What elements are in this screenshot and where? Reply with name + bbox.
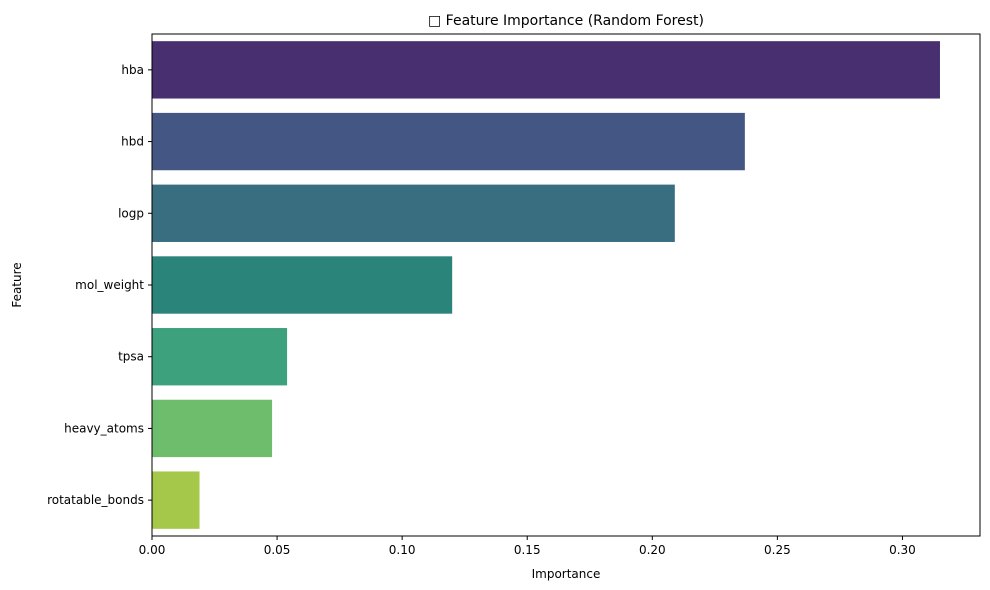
bar-heavy-atoms bbox=[152, 399, 273, 458]
x-tick-label: 0.25 bbox=[764, 543, 791, 557]
bar-hba bbox=[152, 41, 940, 99]
x-axis-ticks: 0.00 0.05 0.10 0.15 0.20 0.25 0.30 bbox=[139, 536, 916, 557]
bar-mol-weight bbox=[152, 256, 453, 314]
bar-logp bbox=[152, 184, 675, 242]
y-tick-label: rotatable_bonds bbox=[47, 493, 144, 507]
x-tick-label: 0.10 bbox=[389, 543, 416, 557]
plot-frame bbox=[151, 33, 981, 537]
bars-group bbox=[152, 41, 940, 529]
y-tick-label: logp bbox=[118, 206, 144, 220]
y-tick-label: mol_weight bbox=[75, 278, 144, 292]
y-tick-label: tpsa bbox=[118, 350, 144, 364]
bar-rotatable-bonds bbox=[152, 471, 200, 529]
x-tick-label: 0.15 bbox=[514, 543, 541, 557]
x-axis-title: Importance bbox=[532, 567, 601, 581]
y-axis-title: Feature bbox=[10, 262, 24, 307]
chart-title: □ Feature Importance (Random Forest) bbox=[428, 13, 704, 29]
x-tick-label: 0.20 bbox=[639, 543, 666, 557]
y-tick-label: heavy_atoms bbox=[64, 421, 144, 435]
x-tick-label: 0.05 bbox=[264, 543, 291, 557]
x-tick-label: 0.00 bbox=[139, 543, 166, 557]
bar-tpsa bbox=[152, 328, 288, 386]
bar-hbd bbox=[152, 112, 745, 171]
y-tick-label: hbd bbox=[121, 135, 144, 149]
y-tick-label: hba bbox=[121, 63, 144, 77]
x-tick-label: 0.30 bbox=[889, 543, 916, 557]
